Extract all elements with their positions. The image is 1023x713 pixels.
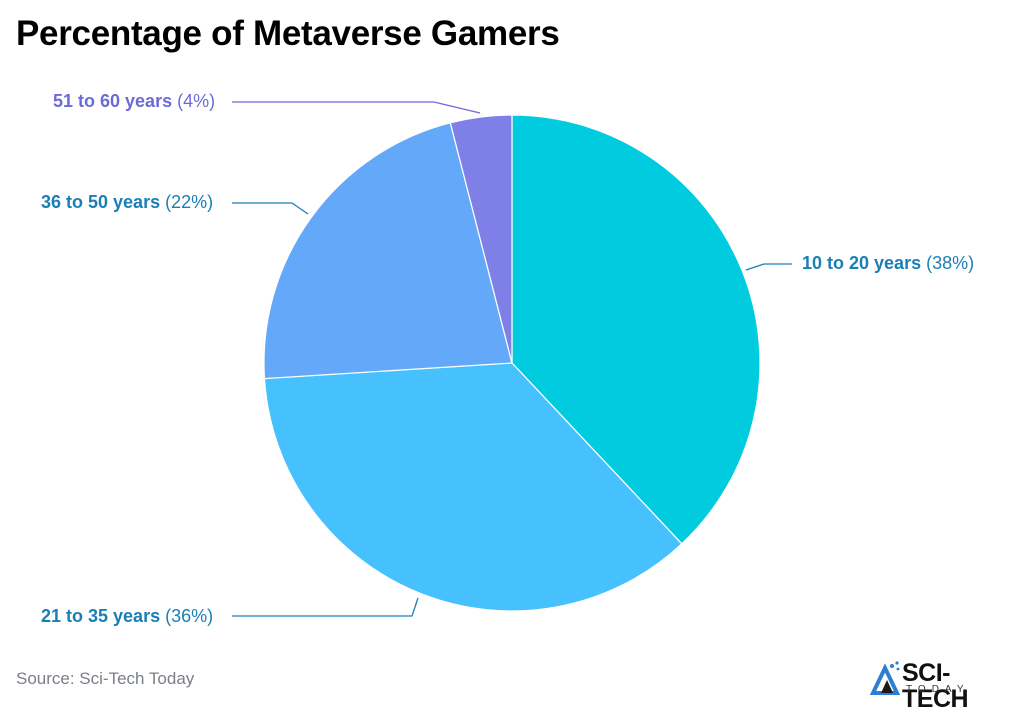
pie-slice bbox=[449, 114, 513, 364]
chart-title: Percentage of Metaverse Gamers bbox=[16, 14, 560, 53]
leader-line bbox=[232, 202, 309, 215]
label-category: 36 to 50 years bbox=[41, 192, 161, 212]
label-percent: (4%) bbox=[177, 91, 216, 111]
label-percent: (36%) bbox=[165, 606, 214, 626]
leader-line bbox=[745, 263, 792, 271]
pie-slice bbox=[511, 114, 761, 545]
leader-line bbox=[232, 101, 481, 114]
pie-slice bbox=[263, 362, 683, 612]
source-note: Source: Sci-Tech Today bbox=[16, 669, 195, 688]
pie-slices bbox=[263, 114, 761, 612]
logo-triangle-icon bbox=[870, 661, 901, 695]
label-36-to-50: 36 to 50 years (22%) bbox=[41, 192, 213, 213]
label-percent: (22%) bbox=[165, 192, 214, 212]
leader-lines bbox=[232, 101, 792, 617]
label-21-to-35: 21 to 35 years (36%) bbox=[41, 606, 213, 627]
label-category: 10 to 20 years bbox=[802, 253, 922, 273]
sci-tech-logo: SCI-TECH TODAY bbox=[870, 660, 1015, 712]
label-51-to-60: 51 to 60 years (4%) bbox=[53, 91, 215, 112]
label-category: 51 to 60 years bbox=[53, 91, 173, 111]
leader-line bbox=[232, 597, 419, 617]
pie-slice bbox=[263, 122, 513, 380]
label-category: 21 to 35 years bbox=[41, 606, 161, 626]
label-10-to-20: 10 to 20 years (38%) bbox=[802, 253, 974, 274]
logo-sub: TODAY bbox=[906, 684, 970, 695]
label-percent: (38%) bbox=[926, 253, 975, 273]
